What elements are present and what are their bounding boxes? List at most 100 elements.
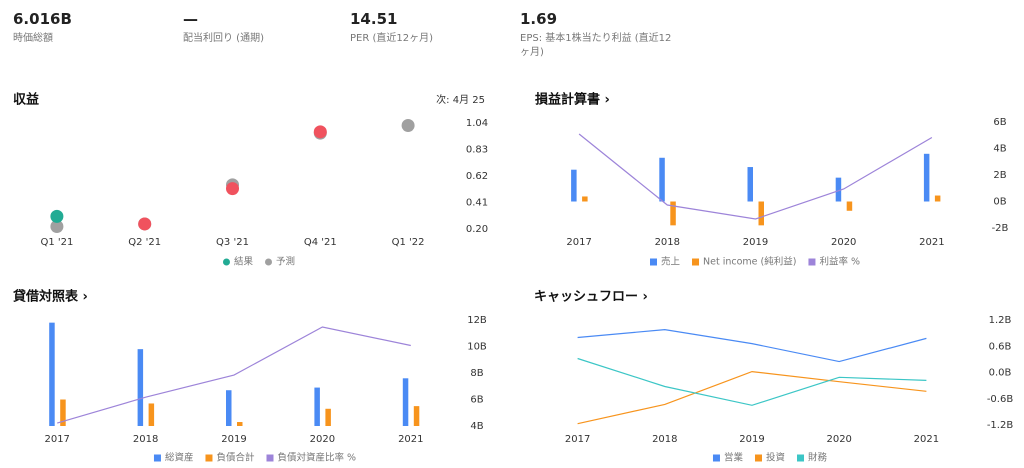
x-tick-label: 2020 bbox=[826, 434, 851, 445]
legend-marker bbox=[650, 258, 657, 266]
bar bbox=[670, 201, 676, 226]
x-tick-label: 2018 bbox=[652, 434, 677, 445]
chart-title[interactable]: 損益計算書 › bbox=[535, 92, 610, 108]
bar bbox=[137, 349, 144, 426]
x-tick-label: 2021 bbox=[919, 237, 944, 248]
x-tick-label: Q3 '21 bbox=[216, 237, 249, 248]
x-tick-label: 2018 bbox=[133, 434, 158, 445]
point bbox=[50, 209, 64, 223]
bar bbox=[226, 390, 232, 426]
y-tick-label: 0.62 bbox=[466, 171, 488, 182]
legend-marker bbox=[797, 454, 805, 462]
line bbox=[57, 326, 411, 424]
legend: 売上 Net income (純利益) 利益率 % bbox=[650, 256, 860, 268]
legend: 総資産 負債合計 負債対資産比率 % bbox=[153, 452, 356, 464]
legend-marker bbox=[205, 454, 213, 462]
y-tick-label: 1.04 bbox=[466, 118, 488, 129]
legend-label: 負債合計 bbox=[216, 452, 255, 464]
stat-label: 時価総額 bbox=[13, 33, 53, 44]
y-tick-label: 0.6B bbox=[989, 341, 1012, 352]
legend-marker bbox=[222, 258, 230, 266]
legend-label: 総資産 bbox=[165, 452, 194, 464]
y-tick-label: 0B bbox=[993, 197, 1006, 208]
y-tick-label: -2B bbox=[992, 223, 1009, 234]
legend-label: 予測 bbox=[276, 256, 295, 268]
x-tick-label: Q1 '21 bbox=[40, 237, 73, 248]
bar bbox=[846, 201, 853, 211]
bar bbox=[659, 157, 665, 202]
legend-marker bbox=[754, 454, 762, 462]
bar bbox=[325, 408, 331, 426]
y-tick-label: 4B bbox=[993, 144, 1006, 155]
legend: 結果 予測 bbox=[222, 256, 295, 268]
bar bbox=[237, 422, 243, 426]
x-tick-label: Q2 '21 bbox=[128, 237, 161, 248]
y-tick-label: 6B bbox=[993, 117, 1006, 128]
legend-label: 結果 bbox=[234, 256, 254, 268]
x-tick-label: 2017 bbox=[566, 237, 591, 248]
bar bbox=[758, 201, 764, 226]
legend-marker bbox=[712, 454, 720, 462]
bar bbox=[148, 403, 155, 426]
bar bbox=[60, 399, 66, 426]
x-tick-label: 2018 bbox=[655, 237, 680, 248]
stat-value: 14.51 bbox=[350, 10, 398, 28]
x-tick-label: 2021 bbox=[914, 434, 939, 445]
y-tick-label: 0.41 bbox=[466, 198, 488, 209]
y-tick-label: 0.20 bbox=[466, 224, 488, 235]
x-tick-label: 2019 bbox=[221, 434, 246, 445]
y-tick-label: 6B bbox=[470, 395, 483, 406]
x-tick-label: 2020 bbox=[831, 237, 856, 248]
y-tick-label: 1.2B bbox=[989, 315, 1012, 326]
bar bbox=[747, 167, 753, 202]
legend-marker bbox=[153, 454, 161, 462]
bar bbox=[934, 195, 941, 202]
bar bbox=[402, 378, 409, 426]
line bbox=[577, 357, 927, 406]
x-tick-label: 2021 bbox=[398, 434, 423, 445]
stat-value: 6.016B bbox=[13, 10, 72, 28]
y-tick-label: 10B bbox=[467, 342, 487, 353]
stat: 1.69 EPS: 基本1株当たり利益 (直近12ヶ月) bbox=[520, 10, 675, 60]
line bbox=[578, 133, 933, 220]
y-tick-label: 8B bbox=[470, 368, 483, 379]
annotation: 次: 4月 25 bbox=[436, 93, 485, 106]
stat-label: 配当利回り (通期) bbox=[183, 33, 264, 44]
stat-value: 1.69 bbox=[520, 10, 558, 28]
stat: 6.016B 時価総額 bbox=[13, 10, 173, 46]
legend-label: 負債対資産比率 % bbox=[277, 452, 356, 464]
point bbox=[313, 125, 327, 139]
x-tick-label: 2020 bbox=[310, 434, 335, 445]
legend-label: 投資 bbox=[766, 452, 785, 464]
legend-label: 財務 bbox=[808, 452, 828, 464]
stat-label: PER (直近12ヶ月) bbox=[350, 33, 434, 44]
bar bbox=[582, 196, 588, 202]
legend-marker bbox=[808, 258, 816, 266]
legend-marker bbox=[692, 258, 700, 266]
point bbox=[138, 217, 152, 231]
x-tick-label: Q4 '21 bbox=[304, 237, 337, 248]
chart-title[interactable]: 貸借対照表 › bbox=[13, 289, 88, 305]
x-tick-label: 2019 bbox=[739, 434, 764, 445]
y-tick-label: 4B bbox=[470, 421, 483, 432]
legend-marker bbox=[265, 258, 272, 266]
stat-label: EPS: 基本1株当たり利益 (直近12ヶ月) bbox=[520, 33, 672, 58]
legend: 営業 投資 財務 bbox=[712, 452, 828, 464]
line bbox=[577, 371, 927, 425]
y-tick-label: 0.0B bbox=[989, 368, 1012, 379]
line bbox=[577, 329, 927, 363]
bar bbox=[49, 322, 55, 426]
stat: 14.51 PER (直近12ヶ月) bbox=[350, 10, 510, 46]
legend-marker bbox=[266, 454, 274, 462]
point bbox=[226, 182, 239, 196]
bar bbox=[413, 406, 420, 426]
legend-label: Net income (純利益) bbox=[703, 256, 796, 268]
point bbox=[401, 119, 415, 133]
y-tick-label: 0.83 bbox=[466, 145, 488, 156]
stat: — 配当利回り (通期) bbox=[183, 10, 343, 46]
bar bbox=[835, 177, 842, 202]
chart-title[interactable]: キャッシュフロー › bbox=[534, 290, 648, 305]
bar bbox=[571, 169, 577, 202]
